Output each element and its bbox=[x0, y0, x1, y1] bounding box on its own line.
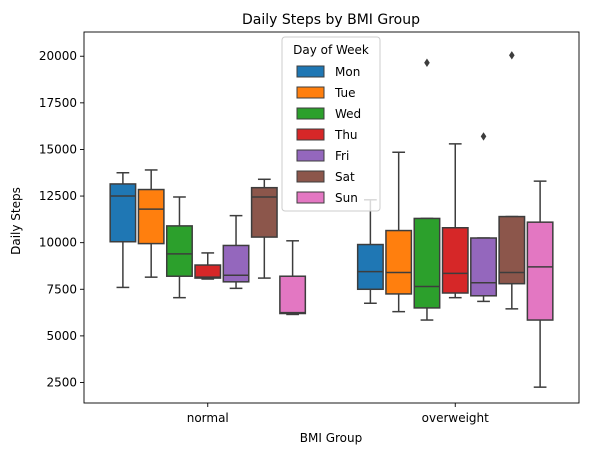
legend-label: Mon bbox=[335, 65, 360, 79]
box-iqr bbox=[470, 237, 498, 297]
y-tick-label: 17500 bbox=[39, 96, 77, 110]
chart-title: Daily Steps by BMI Group bbox=[242, 12, 420, 28]
box-wed-normal bbox=[165, 196, 193, 299]
box-iqr bbox=[385, 229, 413, 295]
outlier-point bbox=[480, 132, 487, 141]
plot-area: 2500 5000 7500 10000 12500 15000 17500 20000 nor… bbox=[39, 31, 580, 425]
outlier-point bbox=[509, 51, 515, 60]
y-tick-label: 5000 bbox=[46, 329, 77, 343]
x-tick-label: overweight bbox=[422, 411, 490, 425]
box-iqr bbox=[413, 217, 441, 309]
legend-swatch bbox=[296, 170, 325, 183]
box-fri-overweight bbox=[470, 132, 498, 303]
y-tick-label: 15000 bbox=[39, 142, 77, 156]
legend-swatch bbox=[296, 107, 325, 120]
legend-item-thu: Thu bbox=[296, 128, 358, 142]
legend-frame bbox=[281, 36, 381, 212]
box-iqr bbox=[279, 275, 307, 315]
box-tue-overweight bbox=[385, 151, 413, 313]
x-tick-label: normal bbox=[187, 411, 229, 425]
box-tue-normal bbox=[137, 169, 165, 278]
box-thu-normal bbox=[194, 252, 222, 280]
legend-item-sat: Sat bbox=[296, 170, 355, 184]
legend-swatch bbox=[296, 128, 325, 141]
legend-item-fri: Fri bbox=[296, 149, 349, 163]
box-iqr bbox=[194, 264, 222, 279]
box-fri-normal bbox=[222, 214, 250, 290]
box-sat-overweight bbox=[498, 51, 526, 310]
box-iqr bbox=[250, 186, 278, 238]
box-iqr bbox=[498, 215, 526, 285]
y-axis-label: Daily Steps bbox=[9, 187, 23, 255]
legend-swatch bbox=[296, 65, 325, 78]
box-iqr bbox=[109, 183, 137, 243]
box-mon-normal bbox=[109, 172, 137, 289]
legend-item-sun: Sun bbox=[296, 191, 358, 205]
legend-label: Fri bbox=[335, 149, 349, 163]
box-iqr bbox=[441, 227, 469, 294]
x-axis-label: BMI Group bbox=[300, 431, 362, 445]
y-tick-label: 10000 bbox=[39, 236, 77, 250]
y-tick-label: 20000 bbox=[39, 49, 77, 63]
box-mon-overweight bbox=[356, 199, 384, 305]
box-iqr bbox=[356, 243, 384, 291]
legend-label: Sun bbox=[335, 191, 358, 205]
legend-item-mon: Mon bbox=[296, 65, 360, 79]
y-tick-label: 12500 bbox=[39, 189, 77, 203]
box-wed-overweight bbox=[413, 58, 441, 321]
box-sun-normal bbox=[279, 240, 307, 316]
legend: Day of Week Mon Tue Wed Thu Fri Sat Sun bbox=[281, 36, 381, 212]
y-tick-label: 7500 bbox=[46, 282, 77, 296]
legend-label: Wed bbox=[335, 107, 361, 121]
box-thu-overweight bbox=[441, 143, 469, 299]
legend-label: Tue bbox=[334, 86, 356, 100]
box-iqr bbox=[165, 225, 193, 277]
legend-swatch bbox=[296, 149, 325, 162]
legend-item-tue: Tue bbox=[296, 86, 356, 100]
legend-swatch bbox=[296, 86, 325, 99]
box-sat-normal bbox=[250, 178, 278, 279]
legend-label: Thu bbox=[334, 128, 358, 142]
box-sun-overweight bbox=[526, 180, 554, 388]
outlier-point bbox=[424, 58, 430, 67]
legend-swatch bbox=[296, 191, 325, 204]
box-iqr bbox=[137, 188, 165, 245]
box-iqr bbox=[526, 221, 554, 321]
axes-frame bbox=[83, 31, 580, 404]
legend-label: Sat bbox=[335, 170, 355, 184]
legend-title: Day of Week bbox=[293, 43, 369, 57]
y-tick-label: 2500 bbox=[46, 375, 77, 389]
legend-item-wed: Wed bbox=[296, 107, 361, 121]
box-iqr bbox=[222, 244, 250, 283]
